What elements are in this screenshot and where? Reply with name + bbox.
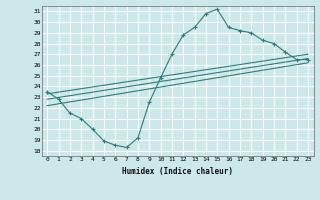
X-axis label: Humidex (Indice chaleur): Humidex (Indice chaleur) (122, 167, 233, 176)
